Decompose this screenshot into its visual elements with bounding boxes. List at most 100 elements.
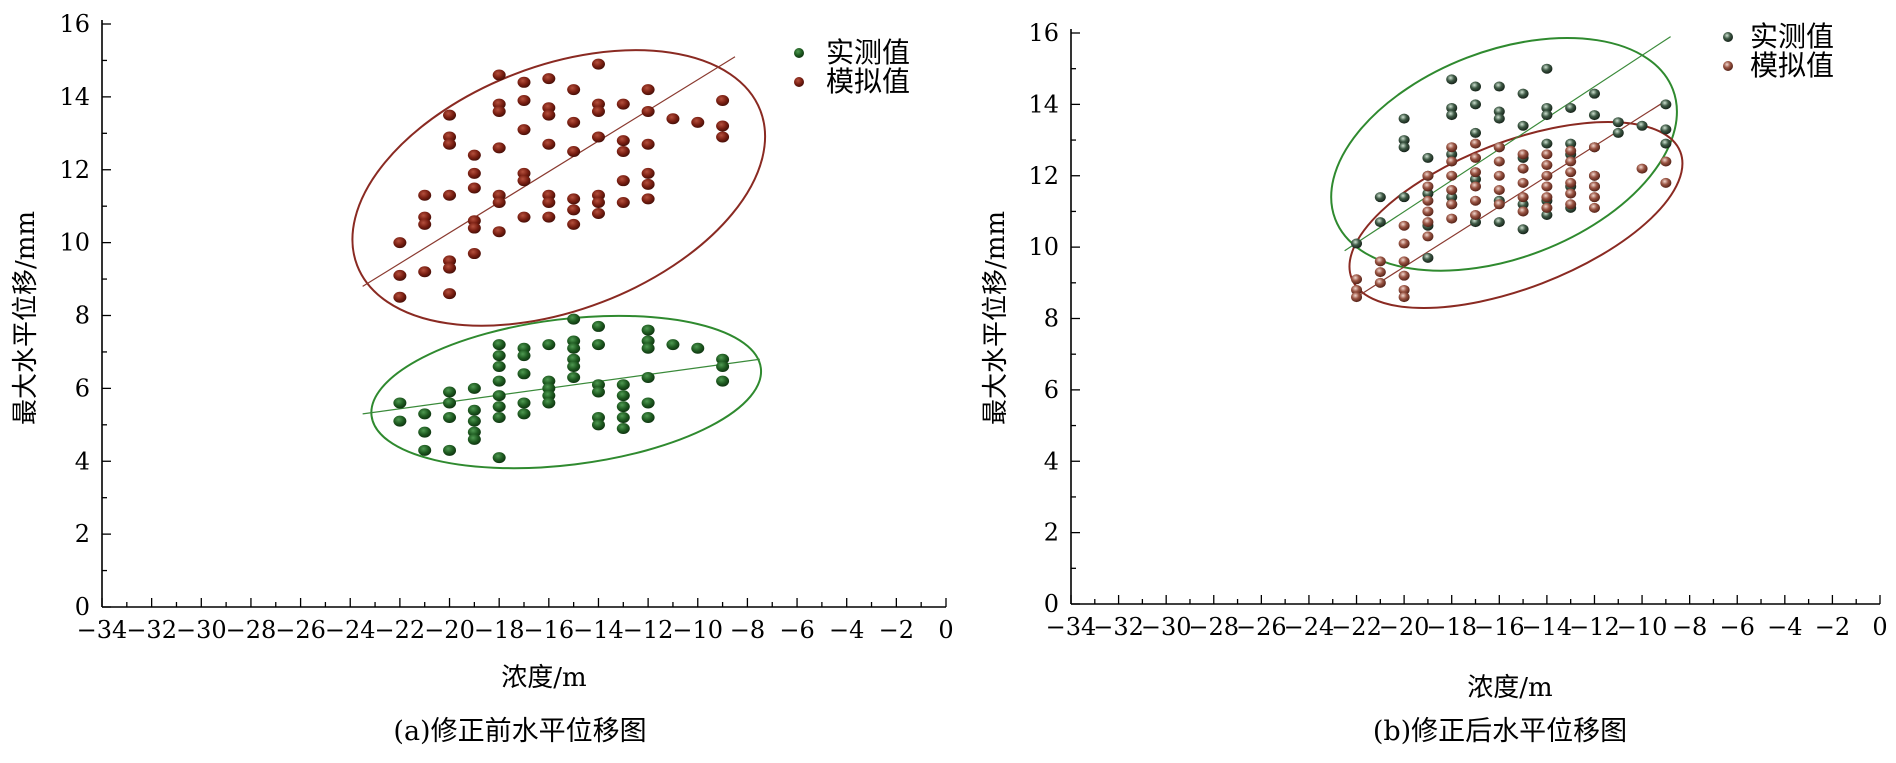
data-point-simulated-a bbox=[443, 189, 457, 201]
data-point-measured-a bbox=[666, 339, 680, 351]
y-tick-label-b: 4 bbox=[1044, 447, 1059, 475]
data-point-measured-a bbox=[418, 426, 432, 438]
data-point-simulated-b bbox=[1470, 167, 1481, 178]
data-point-simulated-b bbox=[1588, 142, 1600, 153]
data-point-simulated-a bbox=[418, 189, 432, 201]
data-point-measured-b bbox=[1612, 117, 1624, 128]
legend-label-measured-a: 实测值 bbox=[826, 36, 910, 69]
x-tick-label-b: −6 bbox=[1720, 613, 1755, 641]
data-point-measured-a bbox=[393, 397, 407, 409]
data-point-measured-b bbox=[1541, 63, 1553, 74]
data-point-simulated-a bbox=[591, 207, 605, 219]
data-point-measured-a bbox=[591, 339, 605, 351]
y-tick-label-b: 6 bbox=[1044, 376, 1059, 404]
x-tick-label-b: −12 bbox=[1569, 613, 1620, 641]
data-point-measured-a bbox=[641, 324, 655, 336]
confidence-ellipse-simulated-b bbox=[1348, 121, 1684, 309]
chart-panel-a: 0246810121416−34−32−30−28−26−24−22−20−18… bbox=[11, 10, 954, 747]
plot-area-a: 0246810121416−34−32−30−28−26−24−22−20−18… bbox=[59, 10, 953, 644]
data-point-measured-b bbox=[1517, 120, 1529, 131]
data-point-simulated-a bbox=[443, 288, 457, 300]
data-point-simulated-a bbox=[591, 197, 605, 209]
y-tick-label-b: 2 bbox=[1044, 519, 1059, 547]
x-tick-label-a: −8 bbox=[730, 616, 765, 644]
y-tick-label-a: 12 bbox=[59, 156, 90, 184]
data-point-simulated-a bbox=[467, 167, 481, 179]
data-point-simulated-a bbox=[616, 146, 630, 158]
data-point-measured-b bbox=[1422, 152, 1434, 163]
data-point-measured-b bbox=[1374, 192, 1386, 203]
data-point-simulated-a bbox=[641, 105, 655, 117]
data-point-measured-a bbox=[616, 379, 630, 391]
data-point-measured-b bbox=[1517, 224, 1529, 235]
y-tick-label-a: 2 bbox=[75, 520, 90, 548]
data-point-simulated-a bbox=[716, 95, 730, 107]
x-tick-label-a: −16 bbox=[523, 616, 574, 644]
data-point-measured-a bbox=[393, 415, 407, 427]
data-point-measured-a bbox=[716, 361, 730, 373]
data-point-measured-a bbox=[641, 412, 655, 424]
data-point-measured-a bbox=[542, 339, 556, 351]
data-point-simulated-b bbox=[1374, 267, 1386, 278]
x-tick-label-a: −34 bbox=[77, 616, 128, 644]
x-tick-label-b: −30 bbox=[1141, 613, 1192, 641]
confidence-ellipse-measured-b bbox=[1330, 36, 1678, 272]
data-point-measured-a bbox=[716, 375, 730, 387]
data-point-measured-a bbox=[492, 350, 506, 362]
data-point-measured-b bbox=[1493, 113, 1505, 124]
y-tick-label-b: 12 bbox=[1028, 162, 1059, 190]
legend-marker-simulated-a bbox=[794, 77, 804, 87]
y-tick-label-a: 4 bbox=[75, 447, 90, 475]
x-tick-label-a: −18 bbox=[474, 616, 525, 644]
legend-a: 实测值 模拟值 bbox=[794, 36, 910, 98]
data-point-simulated-a bbox=[542, 138, 556, 150]
x-tick-label-b: −8 bbox=[1672, 613, 1707, 641]
data-point-measured-a bbox=[418, 408, 432, 420]
data-point-simulated-a bbox=[443, 109, 457, 121]
data-point-measured-b bbox=[1541, 138, 1553, 149]
data-point-measured-a bbox=[641, 371, 655, 383]
data-point-simulated-a bbox=[567, 204, 581, 216]
x-tick-label-b: −14 bbox=[1522, 613, 1573, 641]
data-point-measured-b bbox=[1422, 188, 1434, 199]
data-point-simulated-a bbox=[716, 131, 730, 143]
y-axis-label-b: 最大水平位移/mm bbox=[981, 211, 1011, 425]
trend-line-simulated-a bbox=[362, 56, 736, 287]
data-point-measured-b bbox=[1588, 88, 1600, 99]
data-point-measured-a bbox=[591, 386, 605, 398]
x-tick-label-b: −22 bbox=[1331, 613, 1382, 641]
data-point-measured-b bbox=[1398, 192, 1410, 203]
data-point-measured-b bbox=[1470, 81, 1481, 92]
data-point-measured-a bbox=[443, 386, 457, 398]
data-point-simulated-b bbox=[1351, 292, 1363, 303]
data-point-measured-b bbox=[1660, 124, 1672, 135]
data-point-simulated-a bbox=[716, 120, 730, 132]
data-point-simulated-a bbox=[467, 149, 481, 161]
x-tick-label-a: −32 bbox=[126, 616, 177, 644]
data-point-simulated-a bbox=[616, 175, 630, 187]
data-point-simulated-b bbox=[1588, 181, 1600, 192]
data-point-measured-b bbox=[1517, 88, 1529, 99]
data-point-simulated-b bbox=[1422, 181, 1434, 192]
x-axis-label-a: 浓度/m bbox=[501, 663, 586, 693]
data-point-measured-b bbox=[1374, 217, 1386, 228]
data-point-measured-a bbox=[616, 412, 630, 424]
data-point-simulated-b bbox=[1422, 231, 1434, 242]
x-tick-label-a: −22 bbox=[375, 616, 426, 644]
data-point-simulated-b bbox=[1493, 185, 1505, 196]
data-point-simulated-b bbox=[1541, 170, 1553, 181]
data-point-measured-a bbox=[542, 397, 556, 409]
legend-label-simulated-b: 模拟值 bbox=[1750, 49, 1834, 82]
data-point-simulated-b bbox=[1493, 170, 1505, 181]
trend-line-measured-a bbox=[362, 358, 760, 415]
data-point-simulated-b bbox=[1470, 181, 1481, 192]
data-point-simulated-a bbox=[517, 175, 531, 187]
data-point-measured-a bbox=[443, 412, 457, 424]
data-point-simulated-b bbox=[1470, 195, 1481, 206]
data-point-simulated-b bbox=[1565, 199, 1577, 210]
data-point-simulated-a bbox=[641, 178, 655, 190]
trend-line-measured-b bbox=[1344, 36, 1671, 252]
data-point-simulated-a bbox=[641, 138, 655, 150]
data-point-measured-a bbox=[492, 375, 506, 387]
